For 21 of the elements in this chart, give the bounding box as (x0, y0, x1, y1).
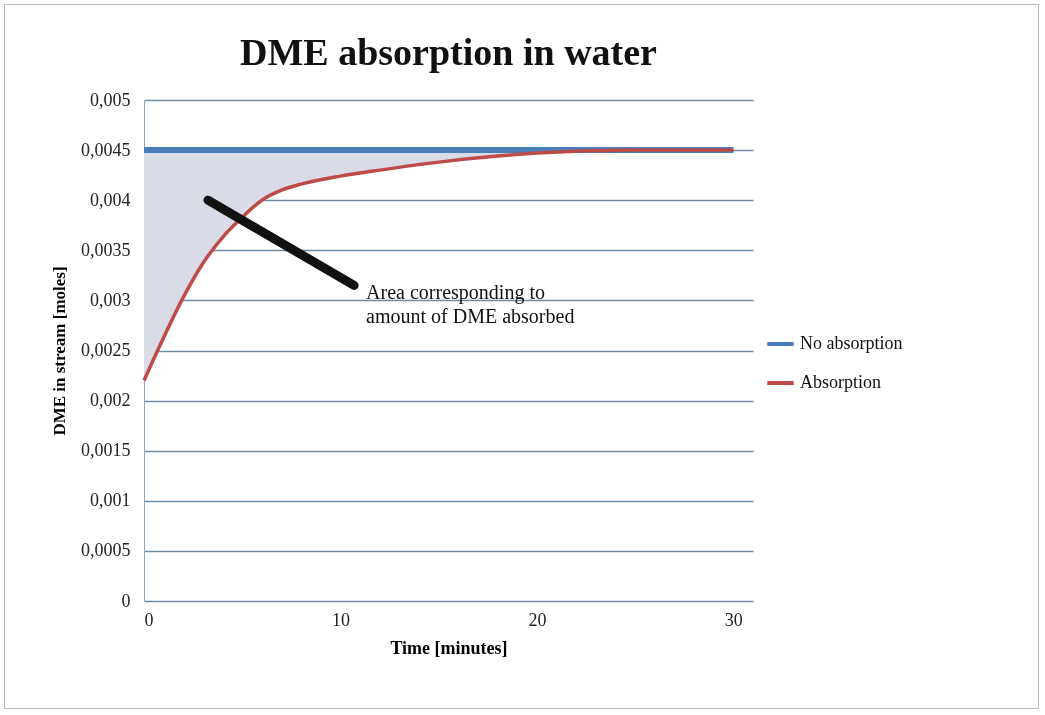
y-tick-label: 0,005 (90, 89, 131, 110)
y-tick-label: 0,003 (90, 289, 131, 310)
y-tick-label: 0,002 (90, 390, 131, 411)
x-tick-label: 30 (724, 609, 743, 630)
y-tick-label: 0 (121, 590, 131, 611)
x-tick-label: 20 (528, 609, 547, 630)
annotation: Area corresponding to amount of DME absorbed (366, 281, 575, 328)
y-axis-title: DME in stream [moles] (50, 266, 69, 436)
chart-title: DME absorption in water (240, 31, 658, 73)
legend-label: No absorption (800, 333, 903, 353)
y-tick-label: 0,0005 (81, 540, 131, 561)
legend-label: Absorption (800, 372, 881, 392)
x-axis-title: Time [minutes] (390, 637, 508, 658)
x-tick-label: 10 (331, 609, 350, 630)
y-tick-label: 0,0035 (81, 239, 131, 260)
y-tick-label: 0,0015 (81, 440, 131, 461)
y-tick-label: 0,0025 (81, 340, 131, 360)
y-tick-label: 0,001 (90, 490, 131, 511)
y-tick-label: 0,0045 (81, 139, 131, 160)
y-tick-label: 0,004 (90, 189, 131, 210)
x-tick-label: 0 (144, 609, 154, 630)
